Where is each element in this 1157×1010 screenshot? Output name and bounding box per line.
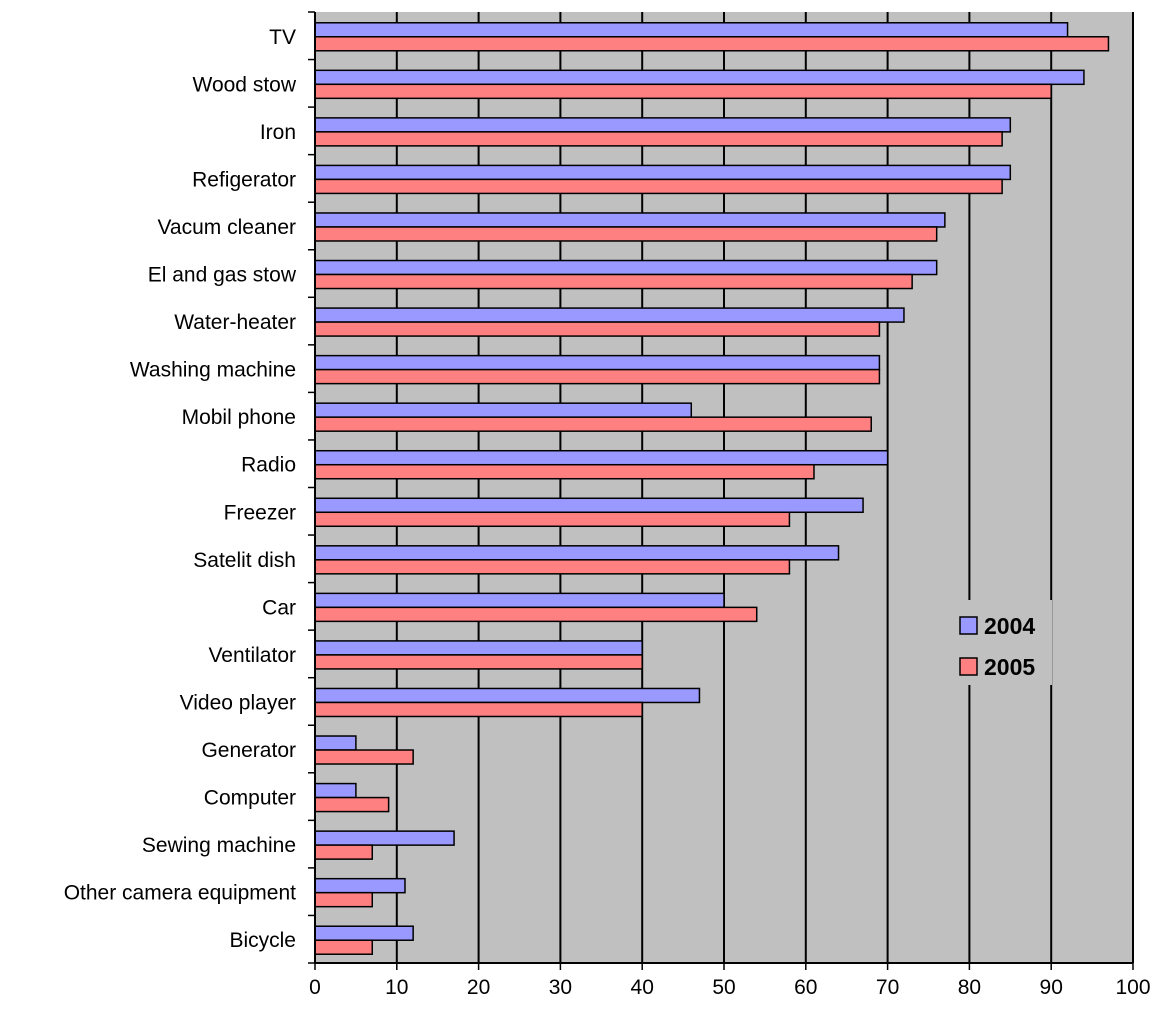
bar-2004 <box>314 640 643 656</box>
legend: 2004 2005 <box>952 600 1052 685</box>
bar-2005 <box>314 368 881 385</box>
bar-2005 <box>314 83 1052 100</box>
category-label: Refigerator <box>192 168 296 191</box>
bars <box>314 22 1110 955</box>
x-tick-label: 0 <box>309 976 321 999</box>
x-tick-label: 50 <box>712 976 735 999</box>
x-tick-label: 40 <box>631 976 654 999</box>
category-label: Washing machine <box>130 359 296 382</box>
x-tick-label: 90 <box>1040 976 1063 999</box>
category-label: Car <box>262 596 296 619</box>
category-label: Freezer <box>224 501 296 524</box>
category-label: Video player <box>180 691 296 714</box>
x-tick-label: 80 <box>958 976 981 999</box>
bar-2004 <box>314 925 414 941</box>
bar-2005 <box>314 511 791 528</box>
bar-2004 <box>314 592 725 609</box>
bar-2005 <box>314 891 374 908</box>
category-label: Generator <box>201 739 296 762</box>
bar-2005 <box>314 844 374 860</box>
bar-2005 <box>314 606 758 623</box>
bar-2004 <box>314 449 889 466</box>
category-label: Wood stow <box>193 73 297 96</box>
bar-2005 <box>314 416 872 432</box>
bar-2005 <box>314 654 643 670</box>
bar-2004 <box>314 164 1012 181</box>
bar-2004 <box>314 735 357 751</box>
bar-2005 <box>314 701 643 718</box>
legend-label-2005: 2005 <box>984 654 1035 680</box>
bar-2004 <box>314 497 864 514</box>
bar-2005 <box>314 36 1110 52</box>
bar-2004 <box>314 117 1012 133</box>
category-label: Iron <box>260 121 296 144</box>
bar-2004 <box>314 402 693 418</box>
bar-2004 <box>314 69 1085 86</box>
bar-2004 <box>314 545 840 561</box>
bar-2004 <box>314 354 881 371</box>
category-label: Bicycle <box>229 929 296 952</box>
bar-2004 <box>314 212 946 228</box>
category-label: Other camera equipment <box>64 882 296 905</box>
x-tick-label: 10 <box>385 976 408 999</box>
bar-2004 <box>314 22 1069 38</box>
bar-2005 <box>314 178 1003 195</box>
category-label: Radio <box>241 454 296 477</box>
category-label: Computer <box>204 787 296 810</box>
category-label: Vacum cleaner <box>157 216 296 239</box>
bar-2004 <box>314 877 406 894</box>
x-tick-label: 100 <box>1115 976 1150 999</box>
bar-2005 <box>314 796 390 813</box>
x-tick-label: 70 <box>876 976 899 999</box>
legend-swatch-2005 <box>959 657 978 676</box>
x-tick-label: 20 <box>467 976 490 999</box>
bar-2004 <box>314 687 701 704</box>
x-tick-label: 60 <box>794 976 817 999</box>
legend-label-2004: 2004 <box>984 613 1035 639</box>
bar-2005 <box>314 321 881 337</box>
x-tick-label: 30 <box>549 976 572 999</box>
bar-2004 <box>314 782 357 799</box>
bar-2004 <box>314 830 455 846</box>
bar-2005 <box>314 273 913 290</box>
bar-2004 <box>314 307 905 323</box>
category-label: El and gas stow <box>148 264 297 287</box>
axes <box>308 11 1134 970</box>
category-label: Ventilator <box>208 644 296 667</box>
category-label: Satelit dish <box>193 549 296 572</box>
bar-2005 <box>314 749 414 765</box>
bar-2004 <box>314 259 938 276</box>
bar-2005 <box>314 131 1003 147</box>
bar-2005 <box>314 226 938 242</box>
bar-2005 <box>314 939 374 955</box>
category-label: Mobil phone <box>182 406 296 429</box>
category-label: Water-heater <box>174 311 296 334</box>
category-labels: TV Wood stow Iron Refigerator Vacum cleaner E… <box>64 26 297 952</box>
legend-swatch-2004 <box>959 616 978 635</box>
x-tick-labels: 0 10 20 30 40 50 60 70 80 90 100 <box>309 976 1150 999</box>
bar-2005 <box>314 559 791 575</box>
category-label: Sewing machine <box>142 834 296 857</box>
bar-2005 <box>314 463 815 480</box>
category-label: TV <box>269 26 296 49</box>
